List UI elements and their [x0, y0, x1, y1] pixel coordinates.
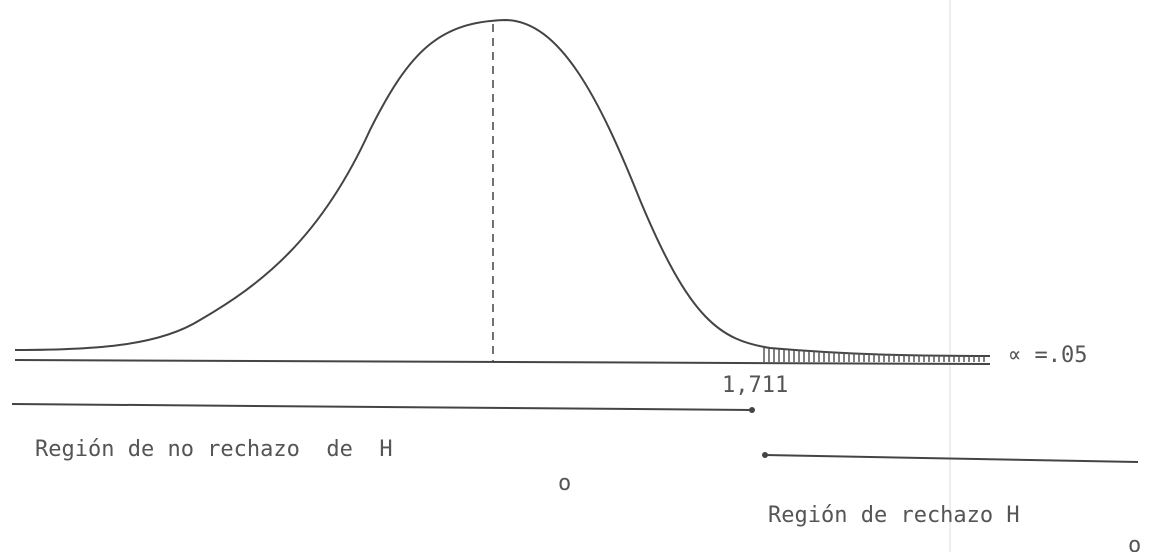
range-dot: [762, 452, 768, 458]
range-dot: [749, 407, 755, 413]
baseline: [14, 359, 991, 365]
region-label: Región de rechazo H: [768, 503, 1020, 528]
critical-value: 1,711: [722, 373, 788, 398]
normal-curve: [14, 18, 991, 357]
region-subscript: o: [558, 471, 571, 496]
region-label: Región de no rechazo de H: [35, 437, 393, 462]
alpha-label: ∝ =.05: [1008, 343, 1087, 368]
non-rejection-range: [11, 403, 753, 411]
rejection-range: [764, 454, 1139, 463]
region-subscript: o: [1128, 533, 1141, 552]
rejection-hatch: [763, 347, 985, 362]
